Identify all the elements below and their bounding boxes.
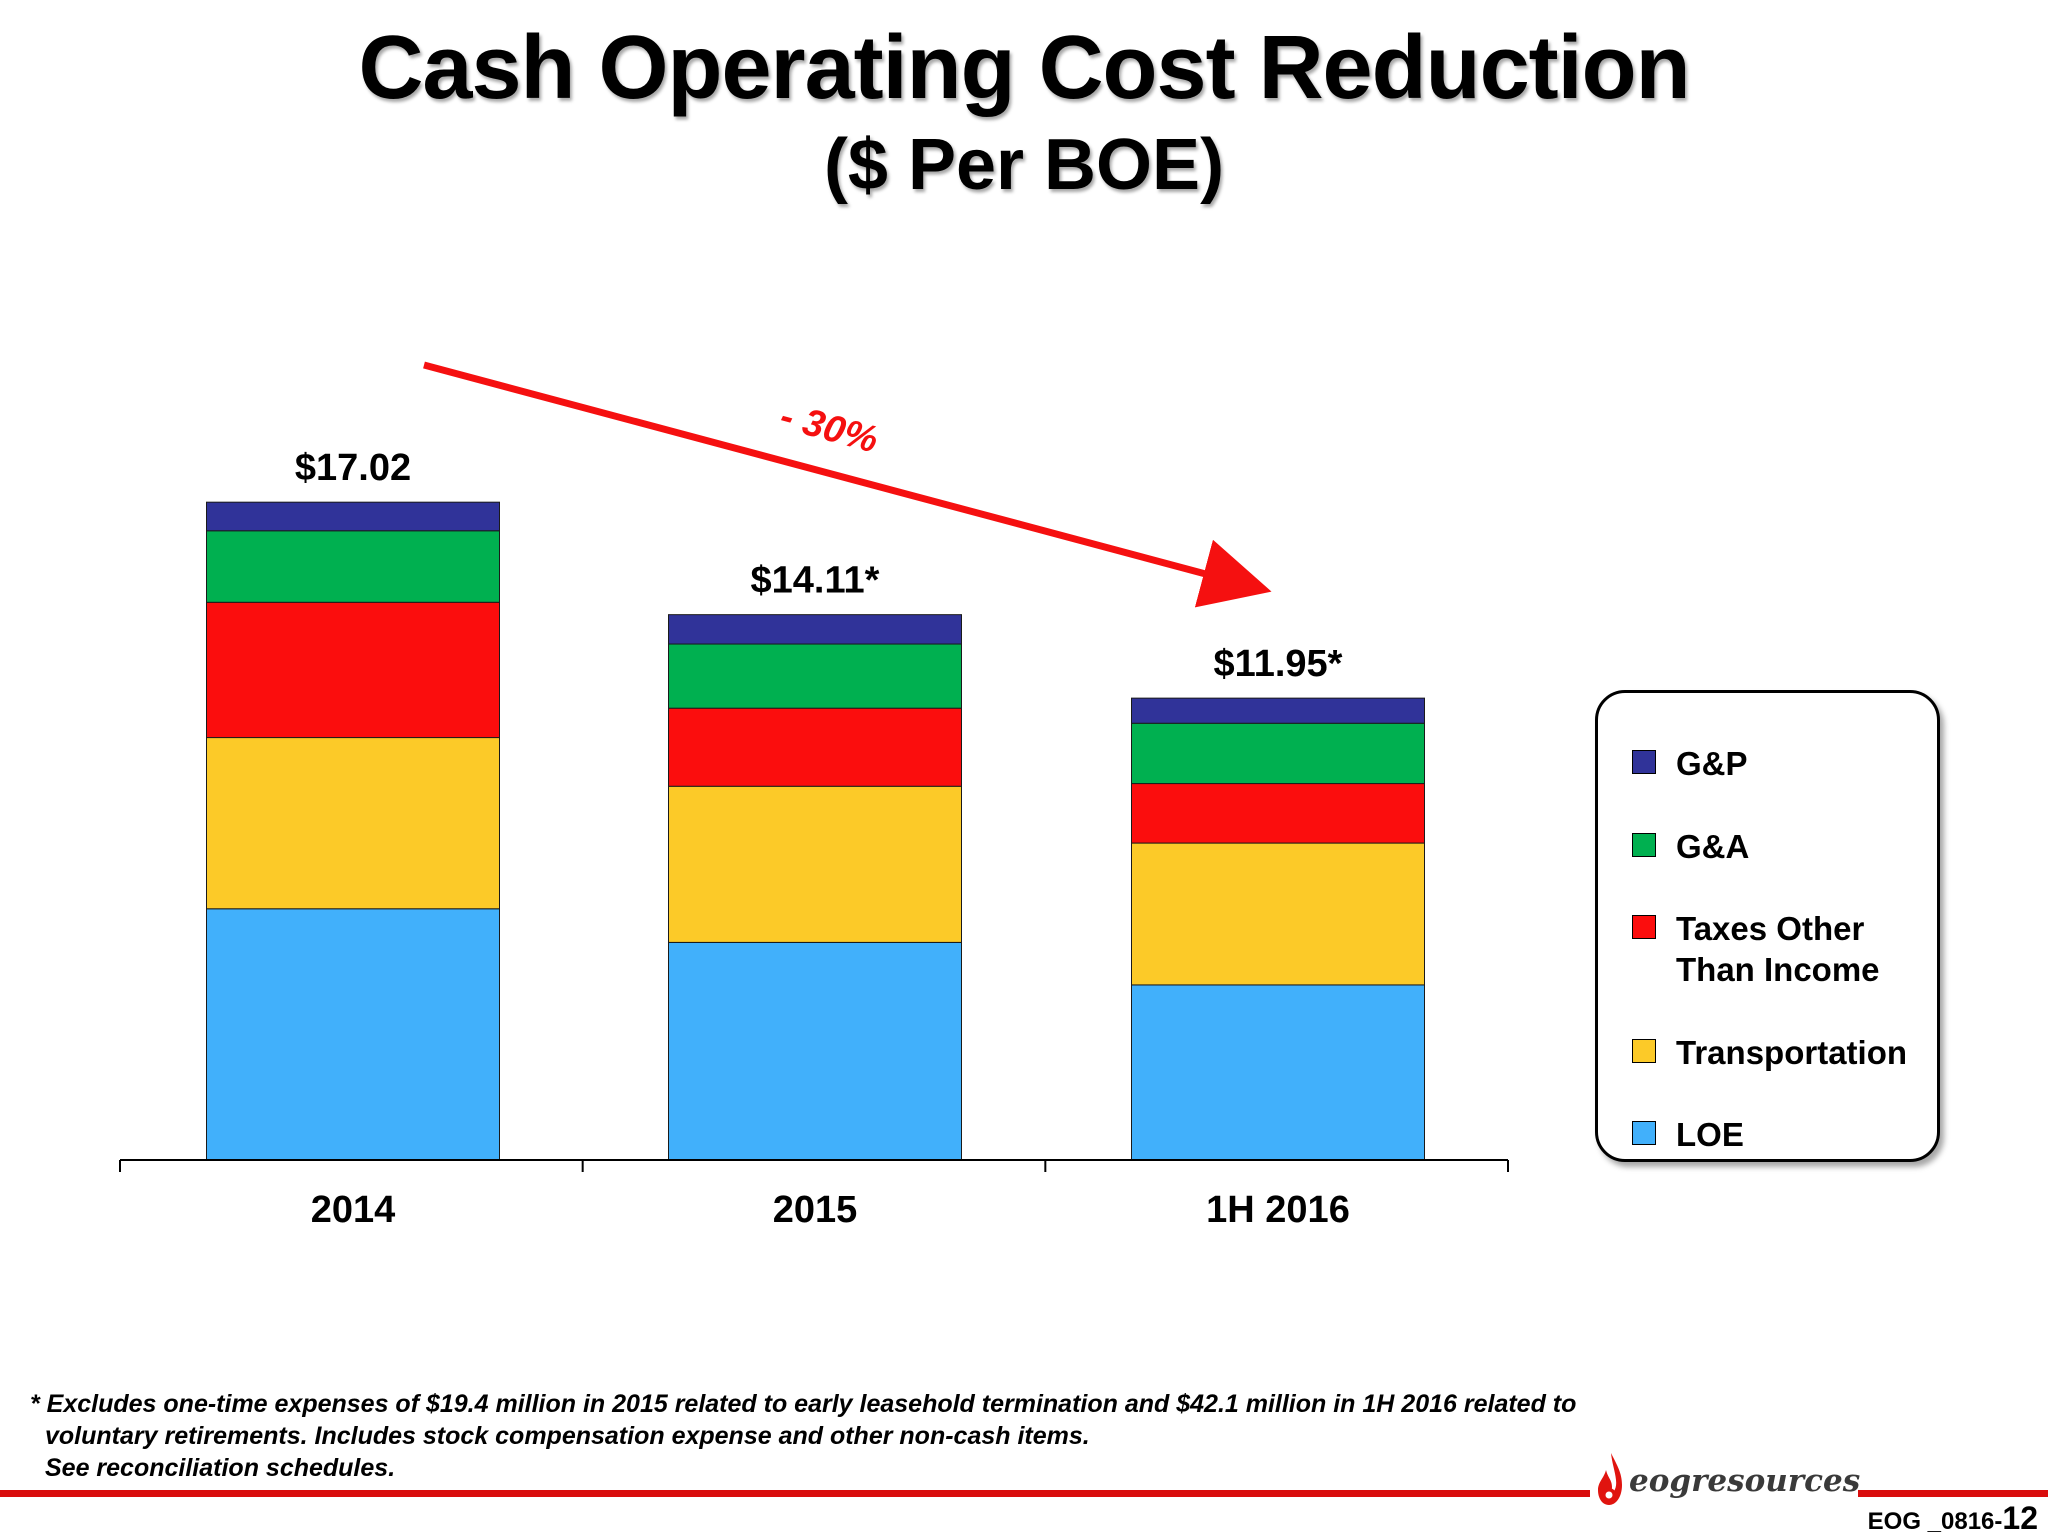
bar-segment-g-p bbox=[1131, 697, 1425, 724]
legend-label: Transportation bbox=[1676, 1034, 1908, 1071]
chart-legend: G&P G&A Taxes Other Than Income Transpor… bbox=[1595, 690, 1940, 1162]
bar-total-label: $14.11* bbox=[751, 560, 880, 602]
bar-total-label: $11.95* bbox=[1214, 643, 1343, 685]
legend-label: Taxes Other Than Income bbox=[1676, 910, 1880, 988]
bar-segment-g-a bbox=[206, 530, 500, 603]
footer-bar-right bbox=[1858, 1490, 2048, 1497]
x-tick-label: 1H 2016 bbox=[1206, 1189, 1350, 1231]
bar-segment-transportation bbox=[668, 785, 962, 943]
bar-segment-taxes-other-than-income bbox=[206, 601, 500, 739]
bar-segment-transportation bbox=[206, 737, 500, 910]
bar-segment-taxes-other-than-income bbox=[668, 707, 962, 787]
legend-swatch bbox=[1632, 833, 1656, 857]
trend-arrow bbox=[423, 361, 1272, 608]
bar-segment-loe bbox=[206, 908, 500, 1161]
legend-swatch bbox=[1632, 750, 1656, 774]
company-logo: eogresources bbox=[1595, 1446, 1860, 1516]
bar-segment-transportation bbox=[1131, 842, 1425, 986]
legend-label: G&A bbox=[1676, 828, 1750, 865]
legend-label: LOE bbox=[1676, 1116, 1744, 1153]
legend-swatch bbox=[1632, 1039, 1656, 1063]
legend-item-gp: G&P bbox=[1632, 743, 1936, 784]
bar-segment-g-a bbox=[1131, 722, 1425, 785]
legend-item-transportation: Transportation bbox=[1632, 1032, 1936, 1073]
footnote: * Excludes one-time expenses of $19.4 mi… bbox=[30, 1388, 1730, 1484]
footer-bar-left bbox=[0, 1490, 1590, 1497]
footnote-line: See reconciliation schedules. bbox=[45, 1454, 396, 1482]
bar-segment-g-p bbox=[206, 501, 500, 532]
slide-id: EOG _0816-12 bbox=[1868, 1500, 2038, 1537]
x-tick-label: 2015 bbox=[773, 1189, 858, 1231]
page-title: Cash Operating Cost Reduction bbox=[358, 18, 1690, 118]
legend-item-loe: LOE bbox=[1632, 1114, 1936, 1155]
slide-id-prefix: EOG _0816- bbox=[1867, 1508, 2003, 1535]
bar-segment-taxes-other-than-income bbox=[1131, 783, 1425, 844]
legend-item-ga: G&A bbox=[1632, 826, 1936, 867]
bar-segment-g-p bbox=[668, 614, 962, 645]
bar-segment-loe bbox=[668, 941, 962, 1161]
logo-text: eogresources bbox=[1629, 1463, 1861, 1499]
page-subtitle: ($ Per BOE) bbox=[823, 125, 1225, 205]
legend-label: G&P bbox=[1676, 745, 1748, 782]
bar-segment-loe bbox=[1131, 984, 1425, 1161]
flame-icon bbox=[1598, 1453, 1622, 1505]
bar-segment-g-a bbox=[668, 643, 962, 709]
trend-annotation: - 30% bbox=[776, 395, 883, 461]
x-tick-label: 2014 bbox=[311, 1189, 396, 1231]
legend-swatch bbox=[1632, 1121, 1656, 1145]
legend-item-taxes: Taxes Other Than Income bbox=[1632, 908, 1896, 990]
legend-swatch bbox=[1632, 915, 1656, 939]
footnote-line: voluntary retirements. Includes stock co… bbox=[45, 1422, 1090, 1450]
slide-id-number: 12 bbox=[2002, 1500, 2038, 1536]
bar-total-label: $17.02 bbox=[295, 447, 411, 489]
footnote-line: * Excludes one-time expenses of $19.4 mi… bbox=[30, 1390, 1577, 1418]
